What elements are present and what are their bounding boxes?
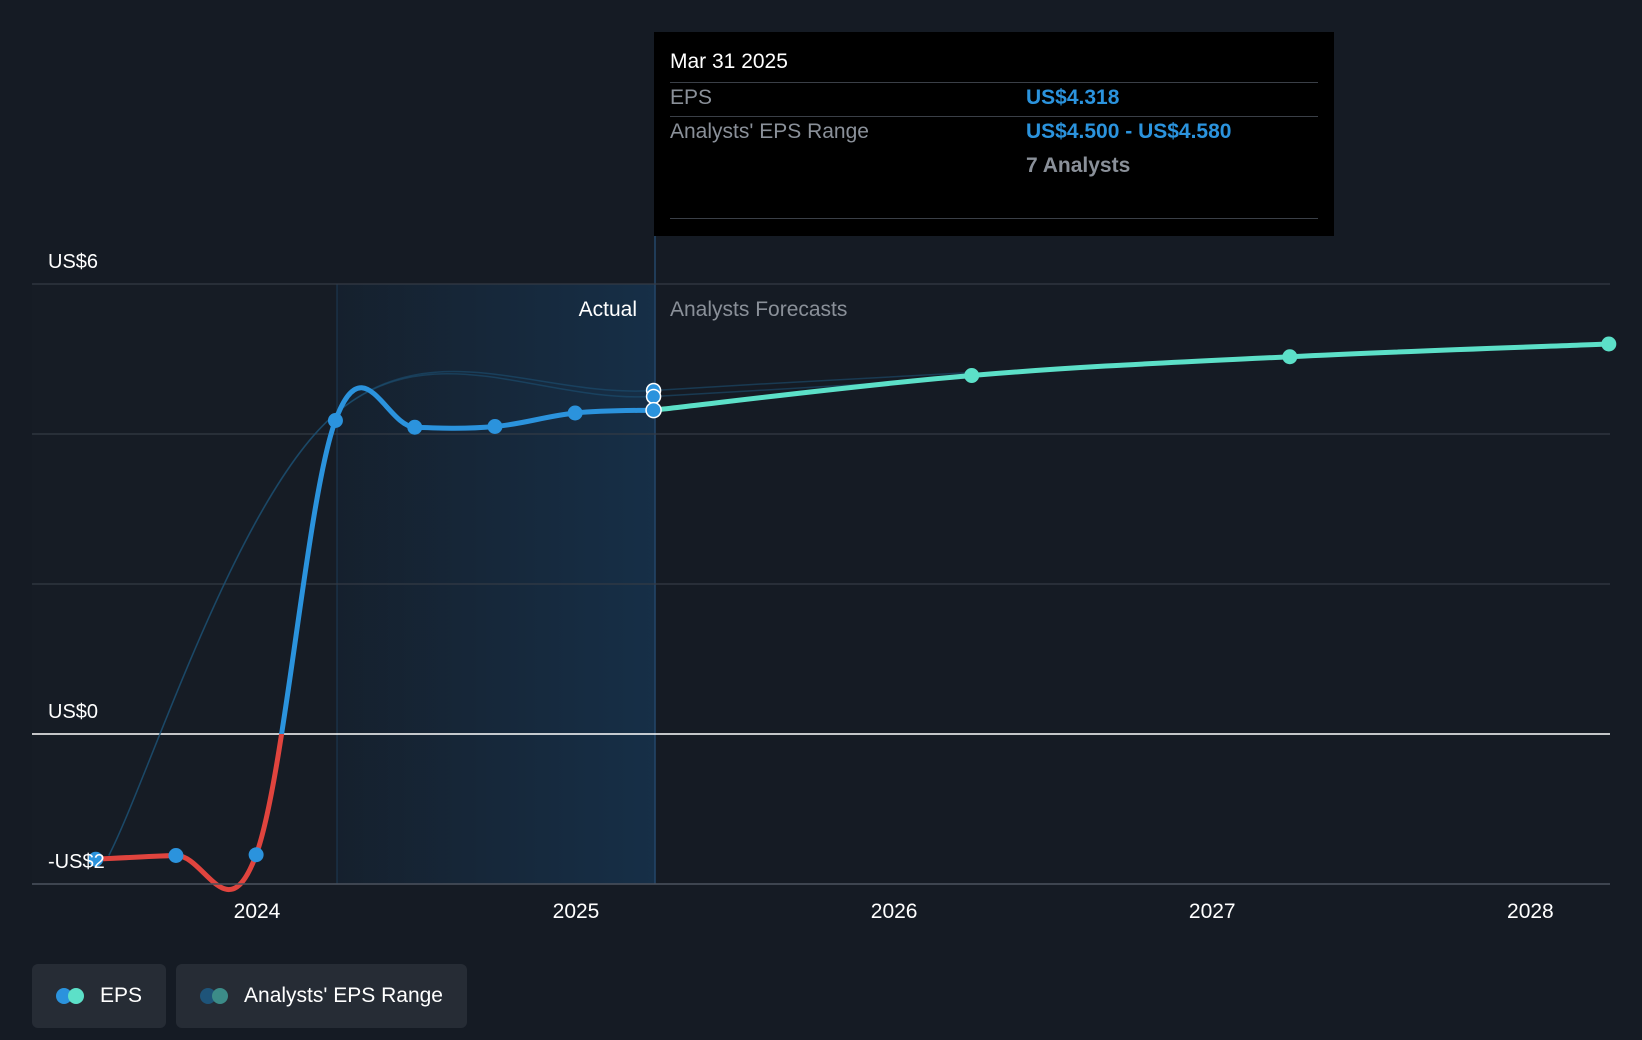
y-tick-label: -US$2 [48,851,105,873]
legend: EPS Analysts' EPS Range [32,964,467,1028]
tooltip-analysts-count: 7 Analysts [1026,154,1131,177]
eps-actual-point [168,848,184,863]
eps-current-marker [645,401,662,419]
tooltip-divider [670,218,1318,219]
legend-label-eps: EPS [100,984,143,1007]
range-low-line [108,373,972,856]
legend-swatch-eps-range [200,988,232,1004]
eps-actual-point [248,847,264,863]
legend-dot [68,988,84,1004]
eps-forecast-point [964,368,980,383]
eps-actual-point [88,851,104,867]
x-tick-label: 2026 [871,900,918,923]
range-low-marker [645,388,662,405]
tooltip-eps-label: EPS [670,86,713,109]
tooltip-eps-value: US$4.318 [1026,86,1120,109]
forecast-region-label: Analysts Forecasts [670,298,847,321]
legend-label-eps-range: Analysts' EPS Range [244,984,443,1007]
eps-actual-point [487,419,503,434]
eps-negative-line [93,734,285,892]
tooltip-divider [670,82,1318,83]
legend-item-eps[interactable]: EPS [32,964,167,1028]
x-tick-label: 2027 [1189,900,1236,923]
eps-forecast-point [1601,336,1617,352]
tooltip-divider [670,116,1318,117]
eps-actual-point [407,419,423,435]
eps-actual-point [567,405,583,421]
x-tick-label: 2028 [1507,900,1554,923]
tooltip-range-label: Analysts' EPS Range [670,120,869,143]
eps-forecast-point [1282,349,1298,365]
eps-forecast-line [651,341,1612,413]
y-tick-label: US$0 [48,701,98,723]
legend-dot [212,988,229,1004]
tooltip-date: Mar 31 2025 [670,50,788,73]
legend-swatch-eps [56,988,88,1004]
tooltip-range-value: US$4.500 - US$4.580 [1026,120,1232,143]
tooltip: Mar 31 2025 EPS US$4.318 Analysts' EPS R… [654,32,1334,236]
actual-region-label: Actual [579,298,637,321]
x-tick-label: 2024 [234,900,281,923]
x-tick-label: 2025 [553,900,600,923]
legend-item-eps-range[interactable]: Analysts' EPS Range [176,964,467,1028]
eps-actual-point [327,413,343,428]
y-tick-label: US$6 [48,251,98,273]
